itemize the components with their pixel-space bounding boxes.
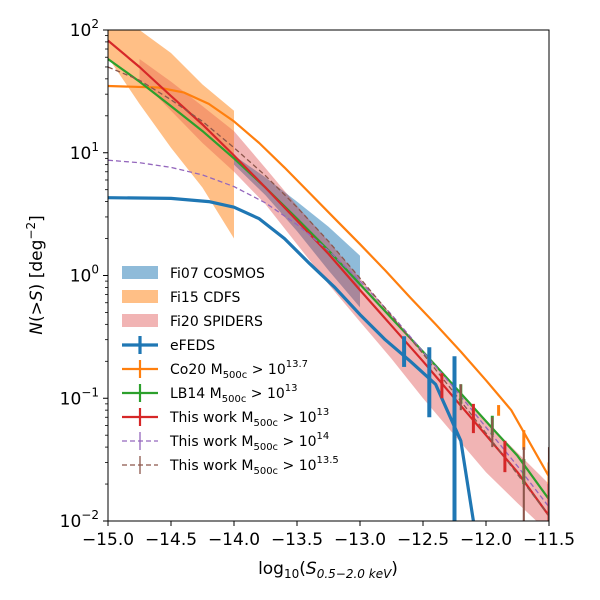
y-axis-label: N(>S) [deg−2] — [24, 215, 47, 334]
x-axis-ticks: −15.0 −14.5 −14.0 −13.5 −13.0 −12.5 −12.0 −11.5 — [82, 521, 575, 550]
x-tick-label: −11.5 — [523, 530, 575, 550]
x-tick-label: −13.0 — [334, 530, 386, 550]
legend-label-fi07-cosmos: Fi07 COSMOS — [170, 266, 265, 282]
legend-label-fi20-spiders: Fi20 SPIDERS — [170, 314, 263, 330]
x-tick-label: −14.0 — [208, 530, 260, 550]
series-line-this-work-m500c-10-13 — [108, 39, 549, 517]
y-tick-label: 10−2 — [60, 508, 99, 532]
x-tick-label: −12.0 — [460, 530, 512, 550]
series-line-efeds — [108, 196, 475, 521]
legend: Fi07 COSMOS Fi15 CDFS Fi20 SPIDERS eFEDS Co2… — [122, 266, 339, 477]
x-tick-label: −15.0 — [82, 530, 134, 550]
legend-swatch-fi07-cosmos — [122, 266, 158, 279]
legend-swatch-fi15-cdfs — [122, 290, 158, 303]
y-tick-label: 10−1 — [60, 385, 99, 409]
data-series — [108, 39, 549, 521]
x-tick-label: −13.5 — [271, 530, 323, 550]
series-line-co20-m500c-10-13-7 — [108, 84, 549, 478]
legend-label-lb14-m13: LB14 M500c > 1013 — [170, 383, 298, 405]
band-fi07-cosmos — [234, 155, 360, 308]
error-bars — [402, 336, 549, 521]
legend-label-co20-m13-7: Co20 M500c > 1013.7 — [170, 359, 308, 381]
legend-label-this-work-m13-5: This work M500c > 1013.5 — [169, 455, 339, 477]
legend-label-efeds: eFEDS — [170, 338, 215, 354]
legend-label-this-work-m13: This work M500c > 1013 — [169, 407, 329, 429]
y-tick-label: 100 — [70, 263, 99, 287]
legend-label-this-work-m14: This work M500c > 1014 — [169, 431, 329, 453]
band-fi15-cdfs-faint-strip — [139, 59, 234, 172]
legend-swatch-fi20-spiders — [122, 314, 158, 327]
x-tick-label: −14.5 — [145, 530, 197, 550]
legend-label-fi15-cdfs: Fi15 CDFS — [170, 290, 241, 306]
y-tick-label: 102 — [70, 17, 99, 41]
series-line-this-work-m500c-10-14 — [108, 159, 549, 508]
series-line-this-work-m500c-10-13-5 — [108, 66, 549, 517]
x-tick-label: −12.5 — [397, 530, 449, 550]
y-axis-ticks: 10−2 10−1 100 101 102 — [60, 17, 108, 532]
y-tick-label: 101 — [70, 140, 99, 164]
